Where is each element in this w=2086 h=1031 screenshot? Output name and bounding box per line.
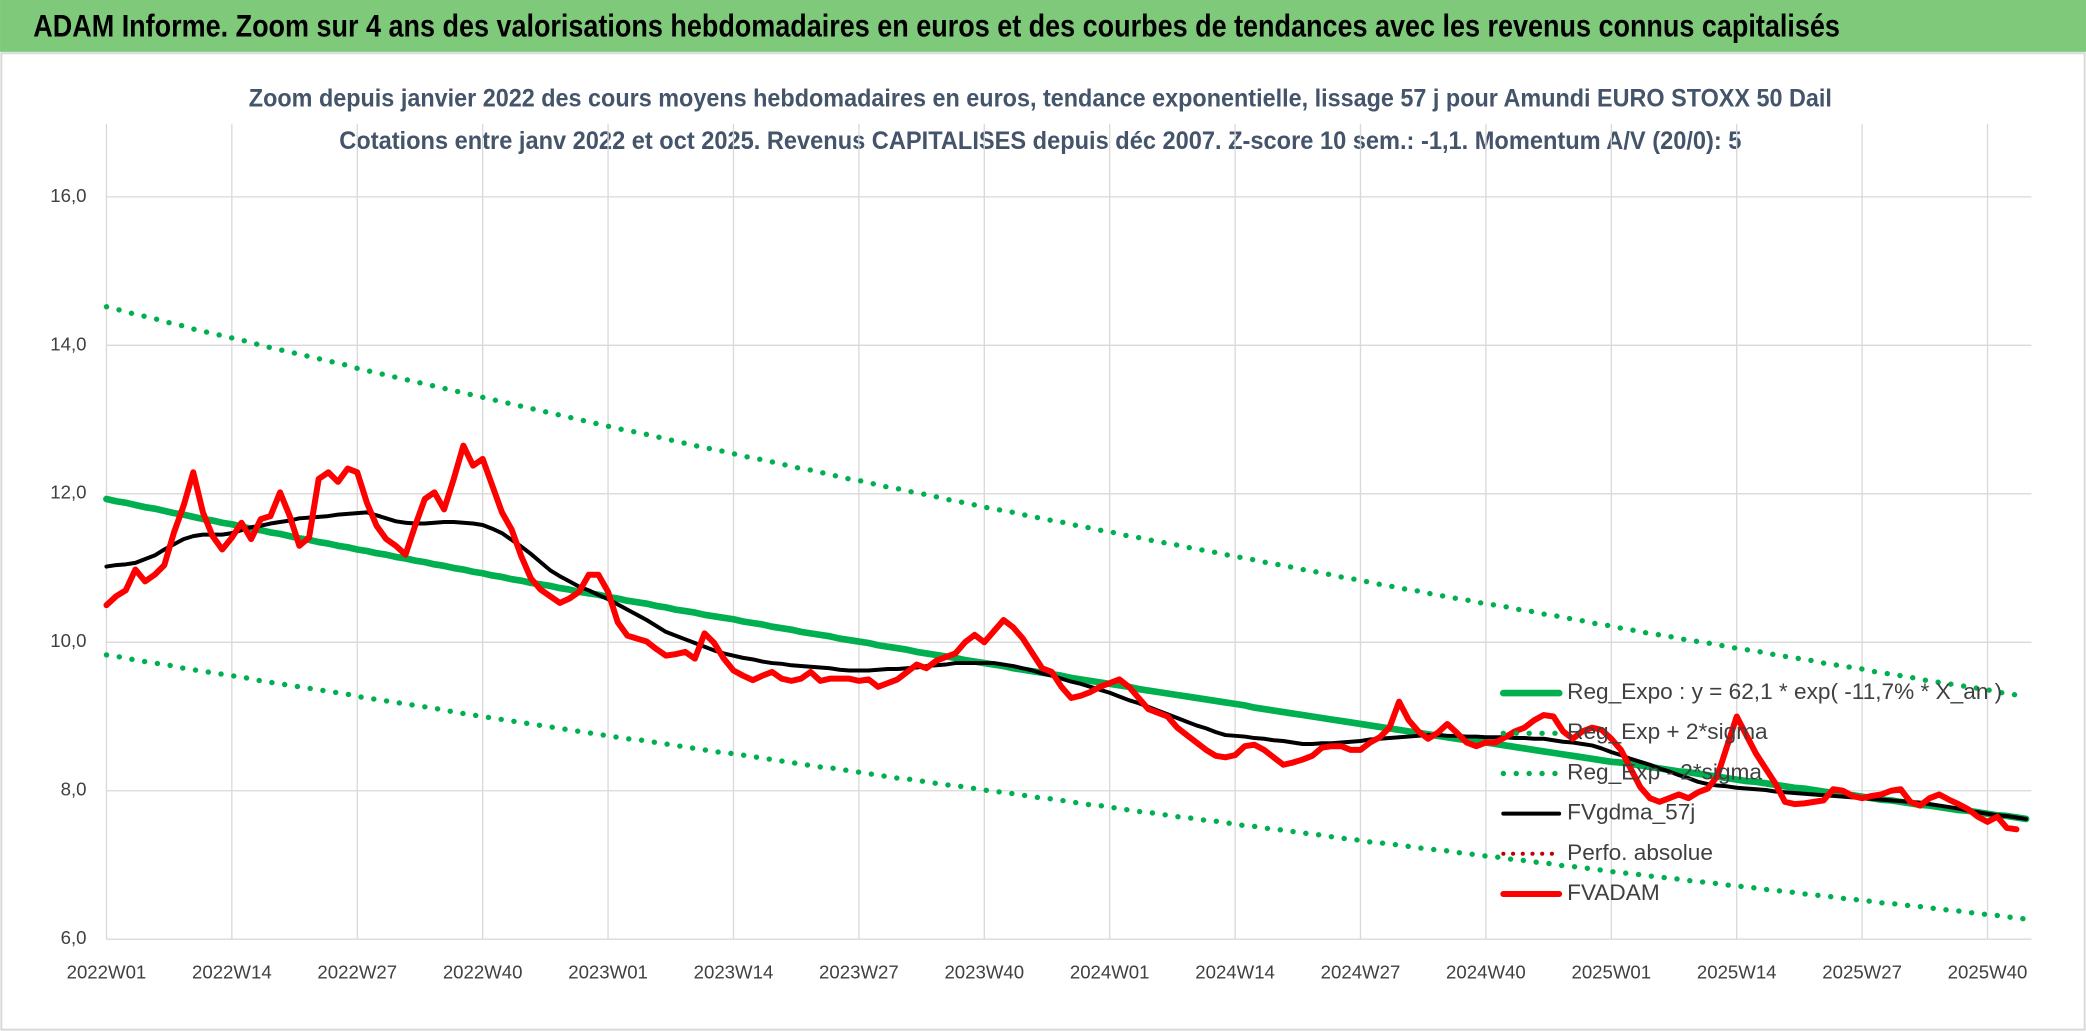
x-tick-label: 2022W27 <box>317 962 397 983</box>
series-line <box>103 495 2030 823</box>
legend-label: FVADAM <box>1567 880 1660 905</box>
y-tick-label: 6,0 <box>61 927 87 948</box>
chart-frame <box>0 52 2086 1031</box>
y-tick-label: 16,0 <box>50 185 86 206</box>
legend-label: Reg_Exp - 2*sigma <box>1567 759 1762 784</box>
x-tick-label: 2025W01 <box>1571 962 1651 983</box>
legend-label: FVgdma_57j <box>1567 800 1695 825</box>
chart-subtitle: Cotations entre janv 2022 et oct 2025. R… <box>339 127 1741 155</box>
x-tick-label: 2025W14 <box>1697 962 1777 983</box>
x-tick-label: 2023W14 <box>694 962 774 983</box>
y-tick-label: 14,0 <box>50 333 86 354</box>
x-tick-label: 2022W14 <box>192 962 272 983</box>
x-tick-label: 2024W27 <box>1321 962 1401 983</box>
x-tick-label: 2024W14 <box>1195 962 1275 983</box>
x-tick-label: 2022W40 <box>443 962 523 983</box>
x-tick-label: 2022W01 <box>67 962 147 983</box>
x-tick-label: 2023W27 <box>819 962 899 983</box>
x-tick-label: 2023W01 <box>568 962 648 983</box>
y-tick-label: 8,0 <box>61 779 87 800</box>
chart-subtitle: Zoom depuis janvier 2022 des cours moyen… <box>249 84 1832 112</box>
legend-label: Reg_Expo : y = 62,1 * exp( -11,7% * X_an… <box>1567 679 2002 704</box>
x-tick-label: 2025W27 <box>1822 962 1902 983</box>
x-tick-label: 2024W01 <box>1070 962 1150 983</box>
x-tick-label: 2025W40 <box>1948 962 2028 983</box>
header-title: ADAM Informe. Zoom sur 4 ans des valoris… <box>33 7 1840 43</box>
series-line <box>103 652 2029 922</box>
y-tick-label: 10,0 <box>50 630 86 651</box>
series-line <box>104 510 2029 821</box>
x-tick-label: 2023W40 <box>944 962 1024 983</box>
series-line <box>103 442 2020 833</box>
x-tick-label: 2024W40 <box>1446 962 1526 983</box>
y-tick-label: 12,0 <box>50 482 86 503</box>
legend-label: Perfo. absolue <box>1567 840 1713 865</box>
legend-label: Reg_Exp + 2*sigma <box>1567 719 1768 744</box>
header-bar <box>0 0 2086 52</box>
